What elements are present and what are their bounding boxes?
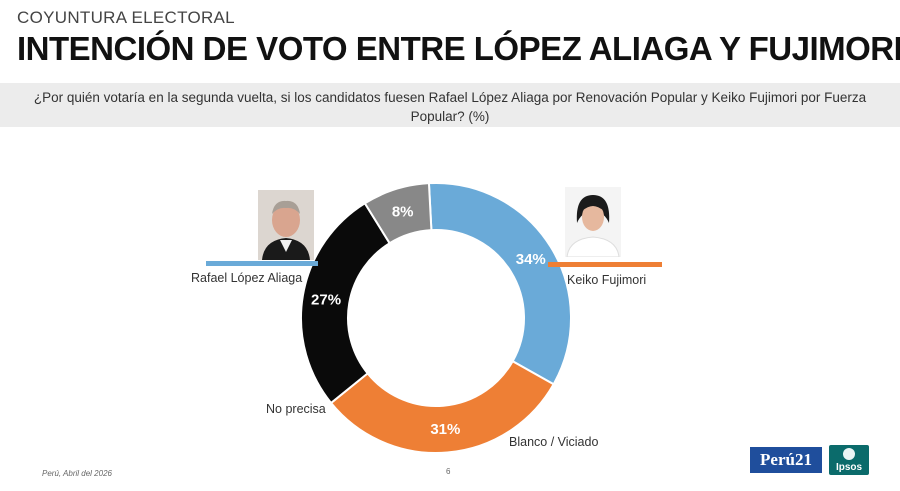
page-title: INTENCIÓN DE VOTO ENTRE LÓPEZ ALIAGA Y F… [17, 30, 900, 67]
candidate-name-fujimori: Keiko Fujimori [567, 273, 647, 287]
survey-question: ¿Por quién votaría en la segunda vuelta,… [0, 83, 900, 127]
donut-slice-0 [427, 182, 572, 386]
ipsos-logo-text: Ipsos [835, 462, 863, 473]
section-kicker: COYUNTURA ELECTORAL [17, 8, 235, 27]
slice-value-label-1: 31% [430, 421, 460, 438]
category-label-no-precisa: No precisa [266, 402, 326, 416]
page-number: 6 [446, 467, 451, 476]
candidate-photo-lopez-aliaga [258, 190, 314, 260]
candidate-line-fujimori [548, 262, 662, 267]
footer-source: Perú, Abril del 2026 [42, 469, 112, 478]
slice-value-label-0: 34% [516, 251, 546, 268]
category-label-blanco-viciado: Blanco / Viciado [509, 435, 599, 449]
slice-value-label-2: 27% [311, 291, 341, 308]
ipsos-mark-icon [843, 448, 855, 460]
donut-slice-1 [329, 359, 555, 454]
ipsos-logo: Ipsos [829, 445, 869, 475]
peru21-logo: Perú21 [750, 447, 822, 473]
donut-slice-3 [363, 182, 433, 245]
candidate-line-lopez-aliaga [206, 261, 318, 266]
slice-value-label-3: 8% [392, 204, 414, 221]
candidate-name-lopez-aliaga: Rafael López Aliaga [191, 271, 303, 285]
candidate-photo-fujimori [565, 187, 621, 257]
